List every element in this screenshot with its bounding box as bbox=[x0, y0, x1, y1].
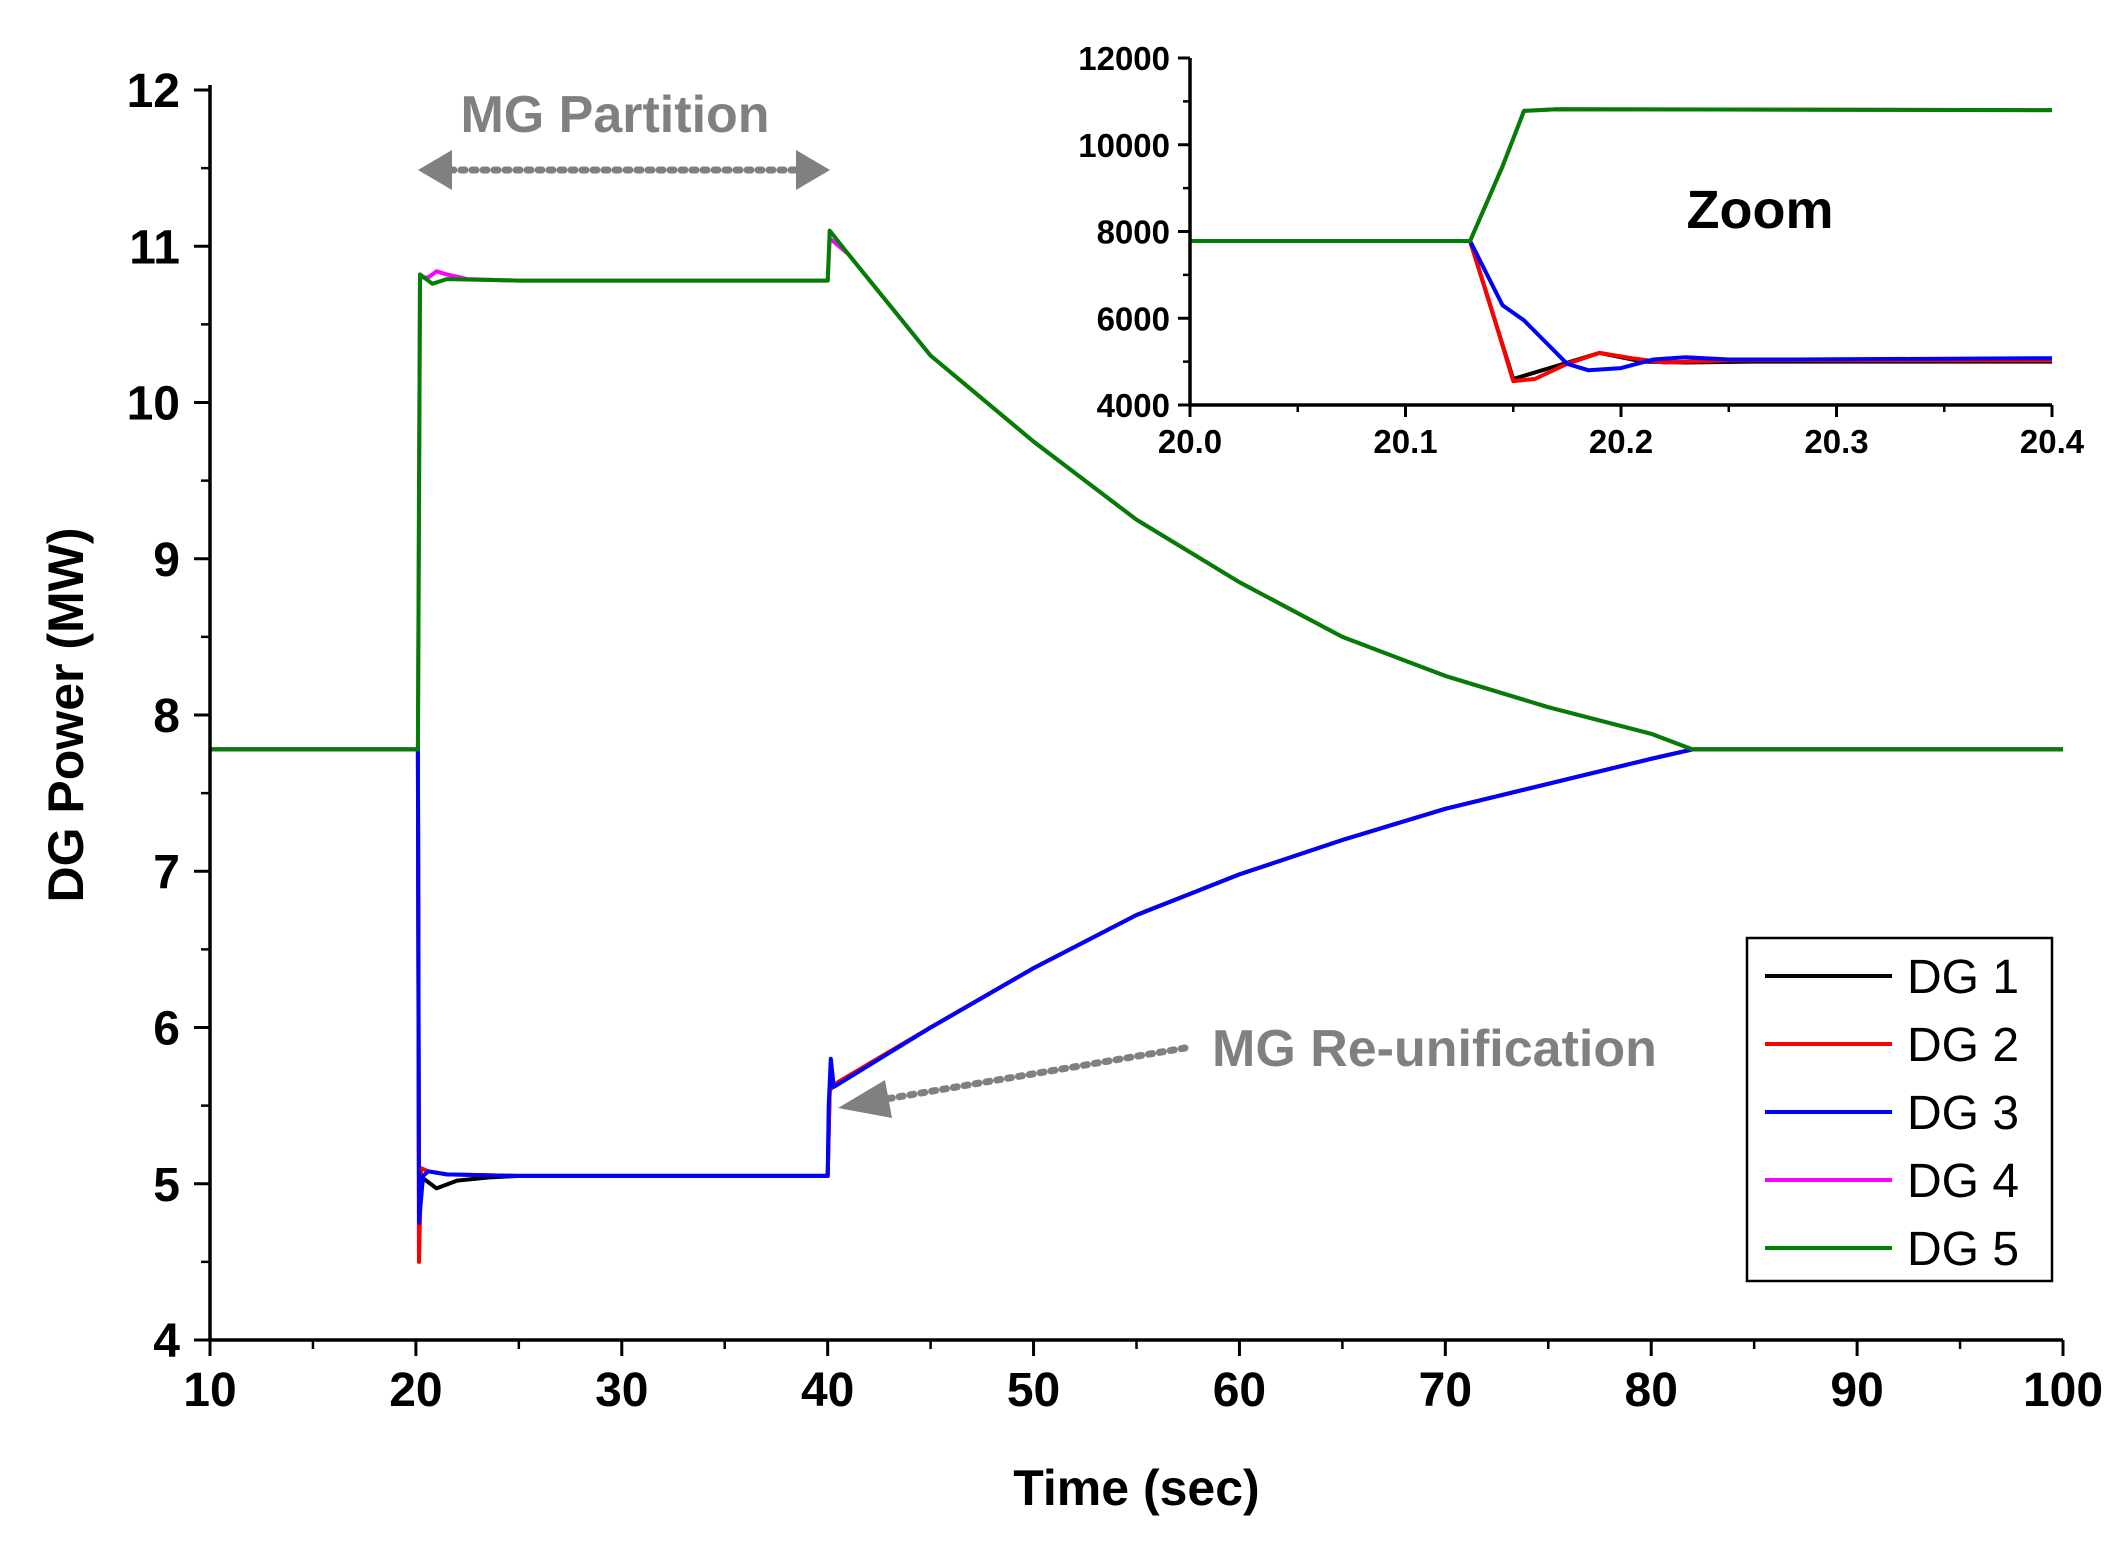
main-y-tick-label: 10 bbox=[127, 378, 180, 431]
inset-y-tick-label: 12000 bbox=[1078, 40, 1170, 77]
partition-label: MG Partition bbox=[460, 86, 769, 144]
reunification-arrow-line bbox=[876, 1044, 1189, 1104]
main-x-tick-label: 100 bbox=[2023, 1364, 2103, 1417]
main-y-tick-label: 6 bbox=[153, 1003, 180, 1056]
main-x-tick-label: 60 bbox=[1213, 1364, 1266, 1417]
inset-series-group bbox=[1190, 107, 2053, 384]
zoom-label: Zoom bbox=[1687, 180, 1834, 240]
inset-y-tick-label: 8000 bbox=[1097, 214, 1170, 251]
inset-y-tick-label: 4000 bbox=[1097, 387, 1170, 424]
reunification-label: MG Re-unification bbox=[1212, 1020, 1657, 1078]
main-x-tick-label: 30 bbox=[595, 1364, 648, 1417]
legend-label-dg-5: DG 5 bbox=[1907, 1223, 2019, 1276]
inset-x-tick-label: 20.1 bbox=[1373, 423, 1437, 460]
main-x-tick-label: 20 bbox=[389, 1364, 442, 1417]
main-y-tick-label: 12 bbox=[127, 65, 180, 118]
legend-box bbox=[1745, 936, 2054, 1283]
partition-arrow-right-head bbox=[796, 150, 830, 190]
main-x-tick-label: 90 bbox=[1830, 1364, 1883, 1417]
main-y-tick-label: 8 bbox=[153, 690, 180, 743]
legend-label-dg-1: DG 1 bbox=[1907, 951, 2019, 1004]
main-x-tick-label: 70 bbox=[1419, 1364, 1472, 1417]
main-x-tick-label: 80 bbox=[1625, 1364, 1678, 1417]
main-plot: 10 20 30 40 50 60 70 80 90 100 4 5 6 7 8 9 10 11 12 Time (s… bbox=[38, 65, 2103, 1516]
main-y-tick-label: 5 bbox=[153, 1159, 180, 1212]
inset-y-tick-label: 6000 bbox=[1097, 300, 1170, 337]
main-x-axis-title: Time (sec) bbox=[1013, 1460, 1259, 1516]
main-x-tick-label: 40 bbox=[801, 1364, 854, 1417]
inset-series-dg-5 bbox=[1190, 107, 2053, 243]
legend-label-dg-2: DG 2 bbox=[1907, 1019, 2019, 1072]
inset-y-tick-label: 10000 bbox=[1078, 127, 1170, 164]
reunification-arrow-head bbox=[838, 1080, 892, 1118]
main-series-group bbox=[210, 228, 2063, 1264]
legend-label-dg-4: DG 4 bbox=[1907, 1155, 2019, 1208]
inset-x-tick-label: 20.2 bbox=[1589, 423, 1653, 460]
main-y-tick-label: 4 bbox=[153, 1315, 180, 1368]
inset-x-tick-label: 20.4 bbox=[2020, 423, 2085, 460]
inset-series-dg-3 bbox=[1190, 239, 2053, 373]
annotations: MG Partition MG Re-unification Zoom bbox=[418, 86, 1833, 1118]
inset-plot: 20.0 20.1 20.2 20.3 20.4 4000 6000 8000 10000 120… bbox=[1078, 40, 2085, 460]
main-series-dg-3 bbox=[210, 747, 2063, 1225]
inset-series-dg-4 bbox=[1190, 107, 2053, 243]
main-x-tick-label: 50 bbox=[1007, 1364, 1060, 1417]
main-series-dg-5 bbox=[210, 228, 2063, 752]
legend-label-dg-3: DG 3 bbox=[1907, 1087, 2019, 1140]
main-x-tick-label: 10 bbox=[183, 1364, 236, 1417]
main-y-tick-label: 7 bbox=[153, 846, 180, 899]
inset-x-tick-label: 20.0 bbox=[1158, 423, 1222, 460]
legend: DG 1 DG 2 DG 3 DG 4 DG 5 bbox=[1745, 936, 2054, 1283]
partition-arrow-left-head bbox=[418, 150, 452, 190]
main-y-tick-label: 9 bbox=[153, 534, 180, 587]
main-y-axis-title: DG Power (MW) bbox=[38, 528, 94, 903]
inset-x-tick-label: 20.3 bbox=[1804, 423, 1868, 460]
main-y-tick-label: 11 bbox=[129, 221, 180, 274]
